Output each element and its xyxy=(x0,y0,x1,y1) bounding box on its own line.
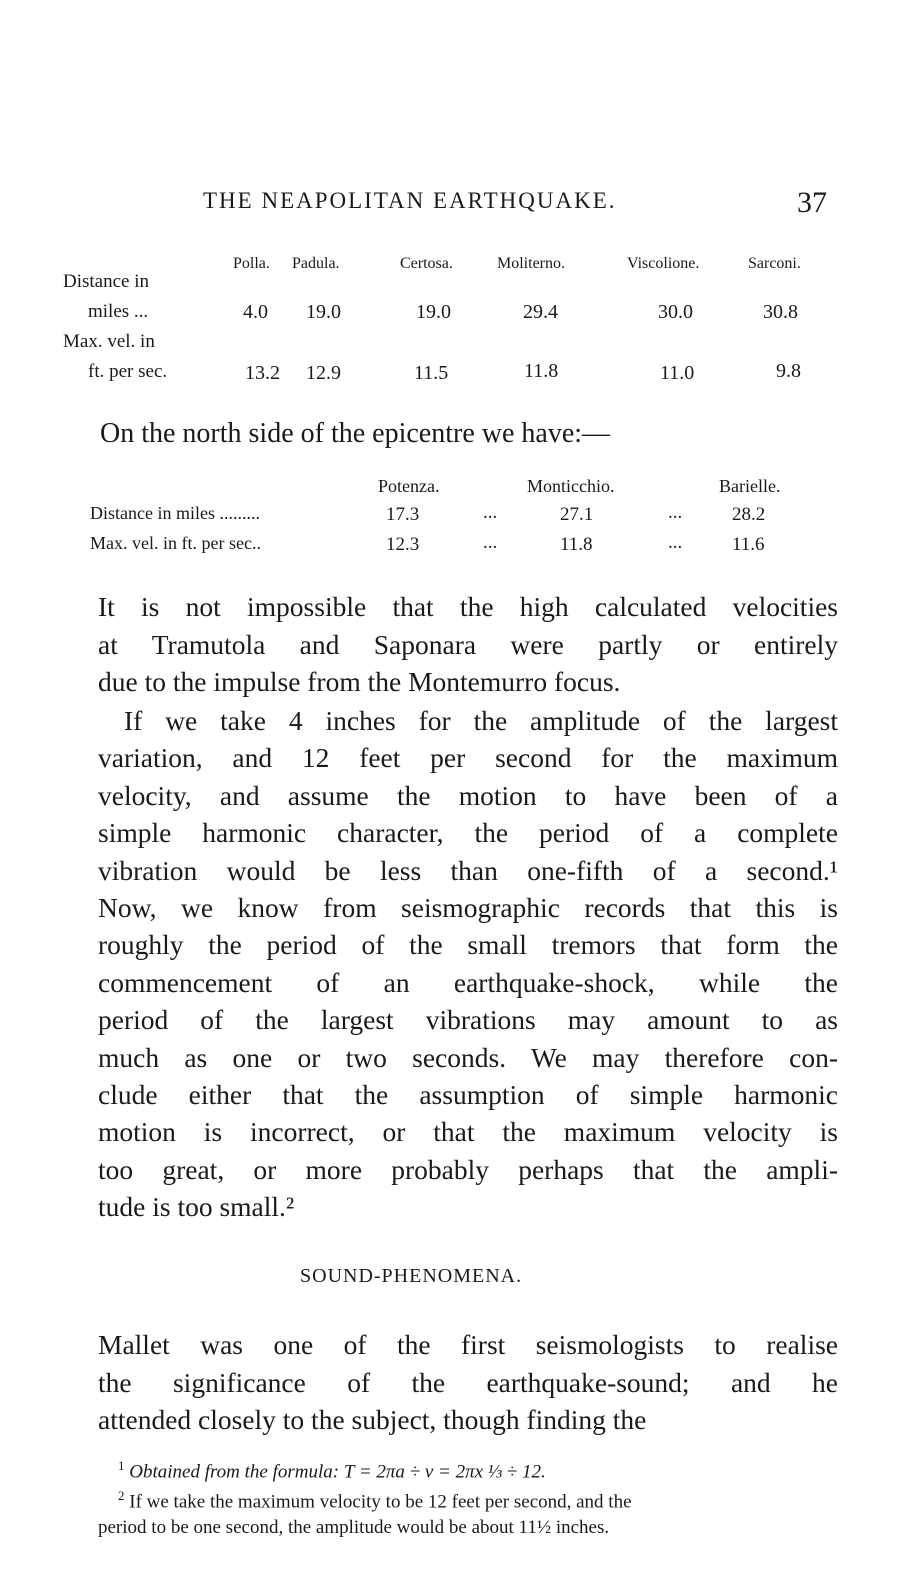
text-line: much as one or two seconds. We may there… xyxy=(98,1041,838,1073)
text-line: the significance of the earthquake-sound… xyxy=(98,1366,838,1398)
separator: ... xyxy=(668,532,683,553)
text-line: simple harmonic character, the period of… xyxy=(98,817,838,849)
row-label: Distance in miles ......... xyxy=(90,503,260,523)
cell: 29.4 xyxy=(523,301,558,323)
column-header: Polla. xyxy=(233,255,270,272)
footnote-text: If we take the maximum velocity to be 12… xyxy=(129,1491,632,1513)
cell: 17.3 xyxy=(386,504,420,525)
text-line: variation, and 12 feet per second for th… xyxy=(98,742,838,774)
cell: 19.0 xyxy=(306,301,341,323)
cell: 13.2 xyxy=(245,362,280,384)
cell: 11.5 xyxy=(414,362,449,384)
column-header: Potenza. xyxy=(378,476,440,496)
row-label: Distance in xyxy=(63,271,150,292)
text-line: clude either that the assumption of simp… xyxy=(98,1079,838,1110)
text-line: too great, or more probably perhaps that… xyxy=(98,1153,838,1185)
section-heading: SOUND-PHENOMENA. xyxy=(300,1265,523,1287)
text-line: tude is too small.² xyxy=(98,1191,295,1223)
footnote-1: 1 Obtained from the formula: T = 2πa ÷ v… xyxy=(118,1458,546,1483)
north-intro: On the north side of the epicentre we ha… xyxy=(100,418,611,449)
footnote-mark: 2 xyxy=(118,1488,125,1503)
text-line: commencement of an earthquake-shock, whi… xyxy=(98,966,838,998)
text-line: If we take 4 inches for the amplitude of… xyxy=(124,705,838,736)
row-label: ft. per sec. xyxy=(88,361,168,382)
text-line: due to the impulse from the Montemurro f… xyxy=(98,666,621,697)
cell: 30.0 xyxy=(658,301,693,323)
cell: 30.8 xyxy=(763,301,798,323)
separator: ... xyxy=(668,502,683,523)
separator: ... xyxy=(483,532,498,553)
cell: 19.0 xyxy=(416,301,451,323)
cell: 4.0 xyxy=(243,301,268,323)
row-label: miles ... xyxy=(88,301,149,322)
footnote-text: Obtained from the formula: T = 2πa ÷ v =… xyxy=(129,1461,546,1483)
cell: 11.8 xyxy=(524,360,559,382)
cell: 11.8 xyxy=(560,534,593,555)
text-line: Mallet was one of the first seismologist… xyxy=(98,1329,838,1360)
row-label: Max. vel. in ft. per sec.. xyxy=(90,533,261,553)
cell: 9.8 xyxy=(776,360,801,382)
column-header: Moliterno. xyxy=(497,255,565,272)
column-header: Viscolione. xyxy=(627,255,700,272)
separator: ... xyxy=(483,502,498,523)
text-line: attended closely to the subject, though … xyxy=(98,1404,647,1435)
page-number: 37 xyxy=(797,186,827,219)
text-line: motion is incorrect, or that the maximum… xyxy=(98,1116,838,1148)
text-line: at Tramutola and Saponara were partly or… xyxy=(98,628,838,660)
column-header: Barielle. xyxy=(719,476,781,496)
cell: 12.3 xyxy=(386,534,420,555)
column-header: Padula. xyxy=(292,255,340,272)
text-line: roughly the period of the small tremors … xyxy=(98,929,838,961)
text-line: period of the largest vibrations may amo… xyxy=(98,1004,838,1036)
cell: 28.2 xyxy=(732,504,766,525)
text-line: vibration would be less than one-fifth o… xyxy=(98,854,838,886)
column-header: Sarconi. xyxy=(748,255,801,272)
cell: 12.9 xyxy=(306,362,341,384)
cell: 27.1 xyxy=(560,504,594,525)
column-header: Monticchio. xyxy=(527,476,615,496)
cell: 11.0 xyxy=(660,362,695,384)
footnote-mark: 1 xyxy=(118,1458,125,1473)
footnote-2-continued: period to be one second, the amplitude w… xyxy=(98,1517,610,1538)
running-title: THE NEAPOLITAN EARTHQUAKE. xyxy=(203,188,617,213)
text-line: velocity, and assume the motion to have … xyxy=(98,779,838,811)
row-label: Max. vel. in xyxy=(63,331,155,352)
column-header: Certosa. xyxy=(400,255,453,272)
text-line: Now, we know from seismographic records … xyxy=(98,892,838,923)
text-line: It is not impossible that the high calcu… xyxy=(98,591,838,622)
footnote-2: 2 If we take the maximum velocity to be … xyxy=(118,1488,838,1513)
cell: 11.6 xyxy=(732,534,765,555)
